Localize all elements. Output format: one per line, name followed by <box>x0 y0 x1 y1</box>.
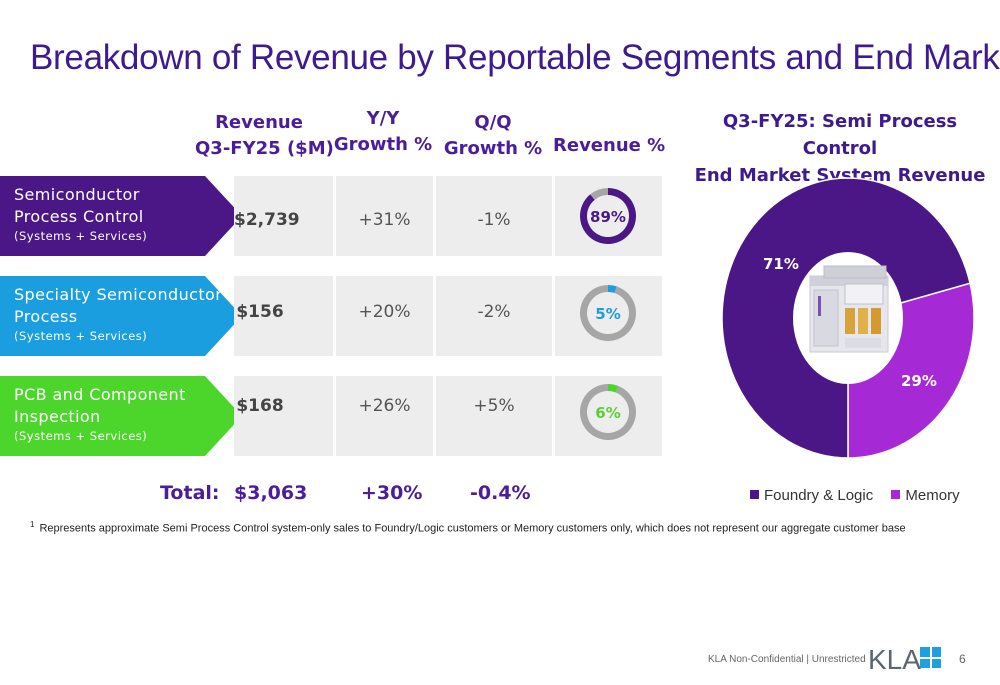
row-2-yy: +20% <box>358 302 411 322</box>
header-revenue-line1: Revenue <box>215 112 303 133</box>
classification-label: KLA Non-Confidential | Unrestricted <box>708 654 866 665</box>
header-yy-line2: Growth % <box>333 134 433 155</box>
header-yy-line1: Y/Y <box>366 108 400 129</box>
row-3-revenue: $168 <box>236 396 284 416</box>
donut-remainder-arc <box>590 188 608 200</box>
page-number: 6 <box>959 652 966 666</box>
segment-name-line2: Inspection <box>14 407 101 426</box>
segment-label-specialty: Specialty Semiconductor Process (Systems… <box>0 276 242 356</box>
chart-title-line1: Q3-FY25: Semi Process Control <box>722 111 958 159</box>
segment-subtitle: (Systems + Services) <box>14 429 148 443</box>
row-2-qq-cell <box>436 276 552 356</box>
chart-legend: Foundry & Logic Memory <box>750 487 960 504</box>
header-qq-line2: Growth % <box>443 138 543 159</box>
legend-swatch-foundry <box>750 490 759 499</box>
row-1-qq: -1% <box>477 210 511 230</box>
row-1-revenue: $2,739 <box>234 210 300 230</box>
row-3-revenue-cell <box>234 376 333 456</box>
slide-title: Breakdown of Revenue by Reportable Segme… <box>30 38 1000 77</box>
end-market-donut-chart <box>721 177 975 458</box>
kla-logo-plus-icon <box>920 647 941 668</box>
segment-label-spc: Semiconductor Process Control (Systems +… <box>0 176 242 256</box>
header-qq-line1: Q/Q <box>474 112 512 133</box>
legend-swatch-memory <box>891 490 901 499</box>
segment-name-line1: Semiconductor <box>14 185 140 204</box>
header-revenue-pct: Revenue % <box>553 135 666 156</box>
donut-pct-label: 89% <box>590 208 626 226</box>
row-3-qq-cell <box>436 376 552 456</box>
segment-name-line1: Specialty Semiconductor <box>14 285 223 304</box>
segment-name-line2: Process Control <box>14 207 144 226</box>
row-2-revenue-cell <box>234 276 333 356</box>
row-1-donut: 89% <box>580 188 636 244</box>
row-2-donut: 5% <box>580 285 636 341</box>
row-3-donut: 6% <box>580 384 636 440</box>
footnote-text: Represents approximate Semi Process Cont… <box>39 522 906 535</box>
chart-title-line2-text: End Market System Revenue <box>694 165 986 186</box>
total-qq: -0.4% <box>470 482 531 504</box>
row-1-yy: +31% <box>358 210 411 230</box>
chart-title: Q3-FY25: Semi Process Control End Market… <box>690 108 990 221</box>
legend-label-memory: Memory <box>905 487 960 504</box>
row-2-yy-cell <box>336 276 433 356</box>
pie-label-foundry: 71% <box>763 255 799 273</box>
row-1-revenue-cell <box>234 176 333 256</box>
kla-logo: KLA <box>868 644 921 675</box>
donut-pct-label: 5% <box>595 305 620 323</box>
row-3-qq: +5% <box>473 396 515 416</box>
row-3-yy: +26% <box>358 396 411 416</box>
header-revenue: Revenue Q3-FY25 ($M) <box>195 110 334 162</box>
header-yy: Y/Y Growth % <box>333 106 433 158</box>
segment-name-line2: Process <box>14 307 78 326</box>
row-3-yy-cell <box>336 376 433 456</box>
segment-subtitle: (Systems + Services) <box>14 229 148 243</box>
row-1-qq-cell <box>436 176 552 256</box>
segment-label-pcb: PCB and Component Inspection (Systems + … <box>0 376 242 456</box>
row-2-qq: -2% <box>477 302 511 322</box>
total-yy: +30% <box>361 482 423 504</box>
pie-label-memory: 29% <box>901 372 937 390</box>
donut-value-arc <box>608 285 617 294</box>
segment-name-line1: PCB and Component <box>14 385 186 404</box>
total-label: Total: <box>160 482 220 504</box>
legend-label-foundry: Foundry & Logic <box>764 487 874 504</box>
header-qq: Q/Q Growth % <box>442 110 544 162</box>
donut-pct-label: 6% <box>595 404 620 422</box>
inspection-tool-image <box>809 265 889 353</box>
row-2-revenue: $156 <box>236 302 284 322</box>
segment-subtitle: (Systems + Services) <box>14 329 148 343</box>
header-revenue-line2: Q3-FY25 ($M) <box>195 138 334 159</box>
footnote: 1 Represents approximate Semi Process Con… <box>30 520 906 535</box>
donut-value-arc <box>608 384 619 393</box>
footnote-mark: 1 <box>30 520 35 529</box>
total-revenue: $3,063 <box>234 482 308 504</box>
row-1-yy-cell <box>336 176 433 256</box>
